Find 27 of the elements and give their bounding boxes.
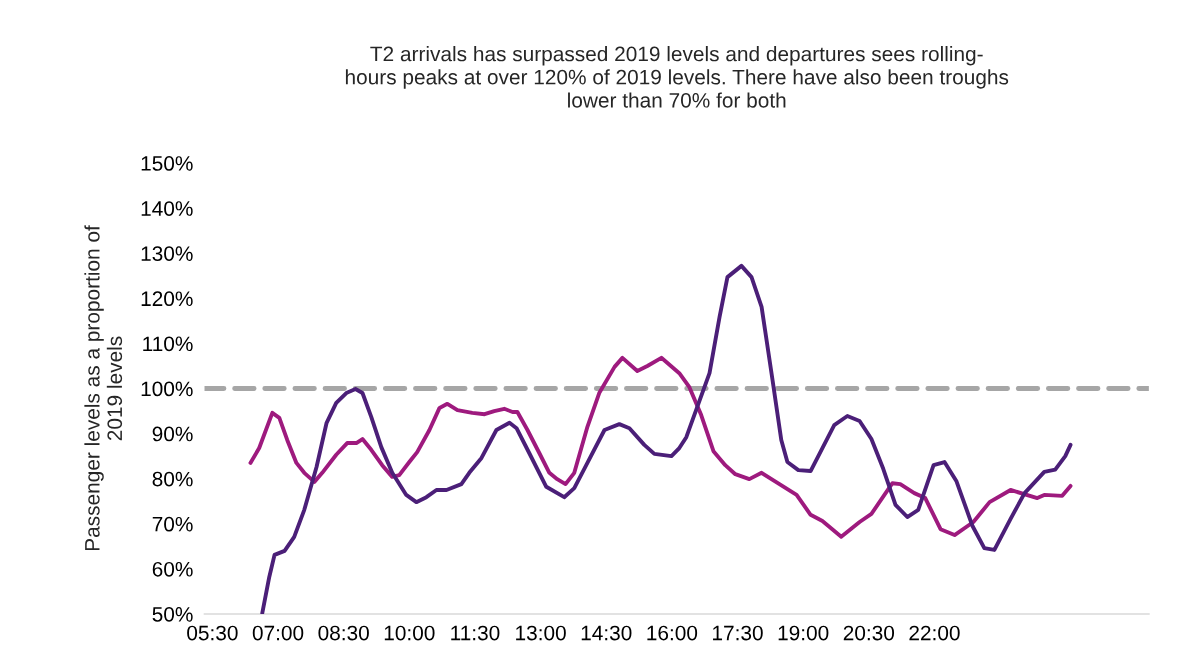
- chart-title: T2 arrivals has surpassed 2019 levels and departures sees rolling- hours peaks at over 120% of 2019 levels. There have also been troughs lower than 70% for both: [345, 46, 1009, 108]
- x-tick-label: 07:00: [252, 625, 304, 641]
- y-tick-label: 110%: [143, 336, 193, 352]
- y-tick-label: 90%: [152, 426, 193, 442]
- y-tick-label: 100%: [141, 381, 193, 397]
- line-series: [248, 355, 1073, 539]
- x-tick-label: 14:30: [581, 625, 632, 641]
- x-tick-label: 17:30: [713, 625, 763, 641]
- x-tick-label: 08:30: [318, 625, 369, 641]
- y-tick-label: 50%: [152, 606, 193, 622]
- x-tick-label: 10:00: [384, 625, 435, 641]
- x-tick-label: 19:00: [778, 625, 829, 641]
- y-tick-label: 130%: [141, 246, 193, 261]
- y-tick-label: 60%: [152, 561, 193, 577]
- x-tick-label: 22:00: [909, 625, 960, 641]
- x-tick-label: 13:00: [516, 625, 566, 641]
- x-tick-label: 05:30: [187, 625, 238, 641]
- y-tick-label: 140%: [141, 201, 193, 216]
- x-tick-label: 16:00: [647, 625, 698, 641]
- y-tick-label: 150%: [141, 156, 193, 171]
- y-tick-label: 120%: [141, 291, 193, 307]
- y-tick-label: 70%: [152, 516, 193, 532]
- y-axis-title: Passenger levels as a proportion of 2019 levels: [84, 225, 123, 551]
- x-tick-label: 11:30: [451, 625, 500, 641]
- y-tick-label: 80%: [152, 471, 193, 487]
- x-tick-label: 20:30: [843, 625, 895, 641]
- line-series: [260, 263, 1073, 614]
